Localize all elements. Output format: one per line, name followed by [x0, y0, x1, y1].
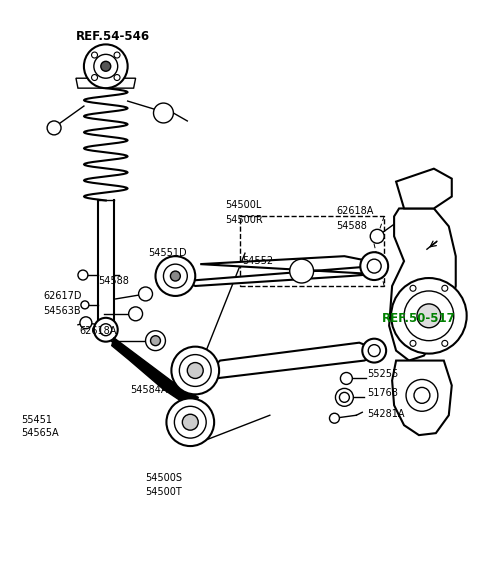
- Bar: [240, 216, 384, 286]
- Circle shape: [180, 355, 211, 387]
- Text: 62617D: 62617D: [43, 291, 82, 301]
- Text: 62618A: 62618A: [79, 325, 116, 336]
- Text: 54588: 54588: [98, 276, 129, 286]
- Text: 54588: 54588: [336, 222, 367, 231]
- Circle shape: [187, 363, 203, 379]
- Polygon shape: [205, 343, 376, 379]
- Text: 54563B: 54563B: [43, 306, 81, 316]
- Circle shape: [80, 317, 92, 329]
- Text: 62618A: 62618A: [336, 207, 374, 216]
- Circle shape: [391, 278, 467, 353]
- Circle shape: [417, 304, 441, 328]
- Circle shape: [367, 259, 381, 273]
- Circle shape: [81, 301, 89, 309]
- Circle shape: [92, 75, 97, 81]
- Circle shape: [114, 52, 120, 58]
- Circle shape: [156, 256, 195, 296]
- Circle shape: [139, 287, 153, 301]
- Polygon shape: [392, 360, 452, 435]
- Circle shape: [339, 392, 349, 403]
- Circle shape: [94, 318, 118, 341]
- Circle shape: [404, 291, 454, 341]
- Text: 54584A: 54584A: [131, 385, 168, 395]
- Circle shape: [290, 259, 313, 283]
- Polygon shape: [112, 337, 198, 409]
- Circle shape: [84, 45, 128, 88]
- Circle shape: [171, 347, 219, 395]
- Circle shape: [100, 324, 112, 336]
- Text: 54500R: 54500R: [225, 215, 263, 226]
- Polygon shape: [396, 168, 452, 208]
- Circle shape: [368, 345, 380, 356]
- Polygon shape: [185, 256, 374, 286]
- Text: 54500L: 54500L: [225, 200, 262, 211]
- Polygon shape: [389, 208, 456, 360]
- Circle shape: [406, 380, 438, 411]
- Circle shape: [362, 339, 386, 363]
- Circle shape: [174, 407, 206, 438]
- Circle shape: [370, 230, 384, 243]
- Text: 54500T: 54500T: [145, 487, 182, 497]
- Circle shape: [101, 61, 111, 71]
- Circle shape: [329, 413, 339, 423]
- Circle shape: [129, 307, 143, 321]
- Text: REF.50-517: REF.50-517: [382, 312, 456, 325]
- Circle shape: [78, 270, 88, 280]
- Circle shape: [47, 121, 61, 135]
- Circle shape: [336, 388, 353, 407]
- Text: 55255: 55255: [367, 369, 398, 380]
- Text: 54552: 54552: [242, 256, 273, 266]
- Circle shape: [154, 103, 173, 123]
- Circle shape: [442, 286, 448, 291]
- Circle shape: [340, 372, 352, 384]
- Polygon shape: [181, 405, 198, 420]
- Circle shape: [114, 75, 120, 81]
- Circle shape: [182, 414, 198, 430]
- Text: 54281A: 54281A: [367, 409, 405, 419]
- Text: 54551D: 54551D: [148, 248, 187, 258]
- Circle shape: [410, 340, 416, 347]
- Text: 54500S: 54500S: [145, 473, 182, 483]
- Circle shape: [360, 252, 388, 280]
- Circle shape: [410, 286, 416, 291]
- Circle shape: [145, 331, 166, 351]
- Circle shape: [94, 54, 118, 78]
- Circle shape: [167, 399, 214, 446]
- Circle shape: [92, 52, 97, 58]
- Circle shape: [164, 264, 187, 288]
- Circle shape: [414, 387, 430, 403]
- Text: 51768: 51768: [367, 388, 398, 399]
- Text: REF.54-546: REF.54-546: [76, 30, 150, 43]
- Text: 54565A: 54565A: [21, 428, 59, 438]
- Circle shape: [170, 271, 180, 281]
- Text: 55451: 55451: [21, 415, 52, 425]
- Polygon shape: [76, 78, 136, 88]
- Circle shape: [151, 336, 160, 345]
- Circle shape: [442, 340, 448, 347]
